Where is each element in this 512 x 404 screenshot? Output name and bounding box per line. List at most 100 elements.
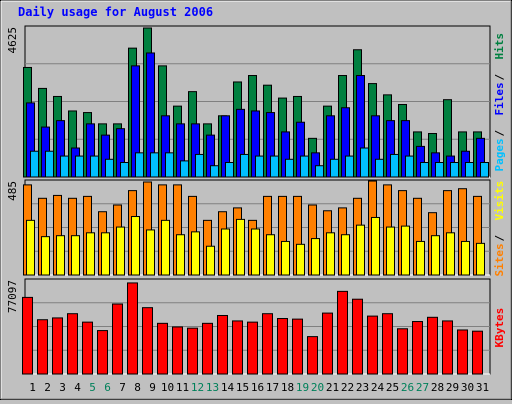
bar-kbytes-29: [442, 320, 453, 375]
panel-hits_files_pages-ymax-label: 4625: [6, 27, 19, 54]
x-tick-label-3: 3: [59, 381, 66, 394]
x-tick-label-1: 1: [29, 381, 36, 394]
x-tick-label-9: 9: [149, 381, 156, 394]
panel-kbytes-legend-kbytes: KBytes: [493, 308, 506, 348]
bar-kbytes-4: [67, 313, 78, 375]
bar-pages-17: [270, 155, 279, 178]
bar-kbytes-31: [472, 330, 483, 375]
bar-kbytes-20: [307, 336, 318, 375]
x-tick-label-14: 14: [221, 381, 235, 394]
bar-pages-19: [300, 155, 309, 178]
panel-hits_files_pages-legend-separator-2: /: [493, 74, 506, 81]
x-tick-label-18: 18: [281, 381, 294, 394]
bar-pages-27: [420, 162, 429, 178]
bar-visits-17: [266, 234, 275, 276]
bar-pages-1: [30, 150, 39, 178]
bar-kbytes-10: [157, 322, 168, 375]
bar-pages-9: [150, 152, 159, 178]
bar-pages-28: [435, 162, 444, 178]
x-tick-label-31: 31: [476, 381, 489, 394]
bar-pages-13: [210, 165, 219, 178]
bar-kbytes-7: [112, 303, 123, 375]
bar-visits-31: [476, 242, 485, 276]
bar-visits-4: [71, 235, 80, 276]
bar-visits-6: [101, 232, 110, 276]
x-tick-label-26: 26: [401, 381, 414, 394]
bar-visits-1: [26, 219, 35, 276]
bar-pages-21: [330, 158, 339, 178]
x-tick-label-27: 27: [416, 381, 429, 394]
bar-pages-12: [195, 153, 204, 178]
bar-visits-28: [431, 235, 440, 276]
bar-visits-18: [281, 240, 290, 276]
bar-pages-5: [90, 155, 99, 178]
bar-kbytes-23: [352, 298, 363, 375]
bar-pages-2: [45, 150, 54, 178]
x-tick-label-6: 6: [104, 381, 111, 394]
bar-visits-14: [221, 228, 230, 276]
bar-kbytes-18: [277, 318, 288, 375]
bar-pages-22: [345, 155, 354, 178]
bar-kbytes-30: [457, 329, 468, 375]
bar-visits-11: [176, 234, 185, 276]
bar-kbytes-26: [397, 328, 408, 375]
x-tick-label-19: 19: [296, 381, 309, 394]
bar-pages-23: [360, 147, 369, 178]
bar-kbytes-13: [202, 322, 213, 375]
x-tick-label-24: 24: [371, 381, 385, 394]
bar-kbytes-24: [367, 315, 378, 375]
bar-pages-18: [285, 158, 294, 178]
x-tick-label-20: 20: [311, 381, 324, 394]
x-tick-label-17: 17: [266, 381, 279, 394]
bar-kbytes-19: [292, 318, 303, 375]
bar-pages-10: [165, 152, 174, 178]
bar-pages-6: [105, 158, 114, 178]
bar-visits-23: [356, 224, 365, 276]
x-tick-label-23: 23: [356, 381, 369, 394]
bar-visits-3: [56, 235, 65, 276]
bar-visits-12: [191, 231, 200, 276]
bar-pages-31: [480, 162, 489, 178]
bar-pages-24: [375, 158, 384, 178]
bar-visits-7: [116, 226, 125, 276]
x-tick-label-29: 29: [446, 381, 459, 394]
bar-visits-27: [416, 240, 425, 276]
bar-pages-30: [465, 162, 474, 178]
bar-visits-19: [296, 243, 305, 276]
bar-visits-25: [386, 226, 395, 276]
bar-pages-8: [135, 152, 144, 178]
x-tick-label-28: 28: [431, 381, 444, 394]
bar-visits-8: [131, 216, 140, 276]
panel-hits_files_pages-legend-separator-1: /: [493, 130, 506, 137]
x-tick-label-16: 16: [251, 381, 264, 394]
bar-pages-7: [120, 162, 129, 178]
x-tick-label-25: 25: [386, 381, 399, 394]
bar-kbytes-15: [232, 320, 243, 375]
bar-visits-13: [206, 245, 215, 276]
x-tick-label-21: 21: [326, 381, 339, 394]
x-tick-label-15: 15: [236, 381, 249, 394]
bar-kbytes-9: [142, 307, 153, 375]
bar-kbytes-25: [382, 313, 393, 375]
bar-pages-11: [180, 160, 189, 178]
bar-visits-21: [326, 232, 335, 276]
x-tick-label-2: 2: [44, 381, 51, 394]
bar-pages-25: [390, 153, 399, 178]
bar-kbytes-11: [172, 326, 183, 375]
bar-kbytes-8: [127, 282, 138, 375]
bar-pages-29: [450, 162, 459, 178]
bar-kbytes-5: [82, 321, 93, 375]
x-tick-label-11: 11: [176, 381, 189, 394]
x-tick-label-5: 5: [89, 381, 96, 394]
bar-kbytes-1: [22, 296, 33, 375]
bar-visits-20: [311, 238, 320, 276]
bar-kbytes-27: [412, 321, 423, 375]
bar-visits-5: [86, 232, 95, 276]
x-tick-label-4: 4: [74, 381, 81, 394]
bar-visits-24: [371, 216, 380, 276]
panel-sites_visits-ymax-label: 485: [6, 181, 19, 201]
panel-hits_files_pages-legend-hits: Hits: [493, 33, 506, 60]
bar-pages-26: [405, 155, 414, 178]
bar-visits-30: [461, 240, 470, 276]
